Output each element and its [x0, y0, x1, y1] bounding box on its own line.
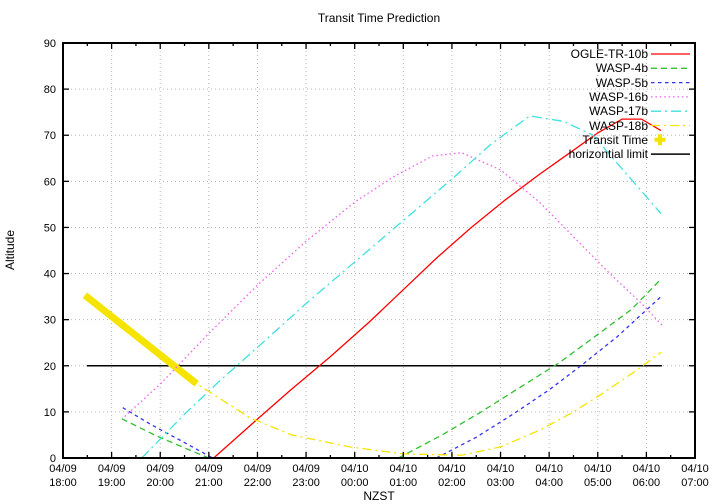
y-tick-label: 60 — [44, 176, 56, 188]
x-axis-label: NZST — [363, 489, 395, 503]
tick-labels: 04/09 18:00 04/09 19:00 04/09 20:00 04/09 21:00… — [44, 38, 709, 489]
y-tick-label: 30 — [44, 315, 56, 327]
x-tick-date: 04/09 — [195, 463, 223, 475]
x-tick-time: 04:00 — [535, 477, 563, 489]
x-tick-time: 05:00 — [584, 477, 612, 489]
legend: OGLE-TR-10b WASP-4b WASP-5b WASP-16b WAS… — [569, 47, 690, 161]
x-tick-time: 21:00 — [195, 477, 223, 489]
x-tick-time: 20:00 — [146, 477, 174, 489]
legend-marker-transit-time — [654, 134, 666, 146]
x-tick-date: 04/09 — [49, 463, 77, 475]
curves — [82, 115, 664, 459]
legend-label-horizontal-limit: horizontial limit — [569, 147, 649, 161]
x-tick-date: 04/09 — [292, 463, 320, 475]
legend-label-ogle-tr-10b: OGLE-TR-10b — [571, 47, 649, 61]
y-tick-label: 90 — [44, 38, 56, 50]
curve-transit-time — [82, 292, 199, 387]
x-tick-date: 04/10 — [487, 463, 515, 475]
x-tick-time: 01:00 — [390, 477, 418, 489]
y-tick-label: 80 — [44, 84, 56, 96]
x-tick-date: 04/10 — [584, 463, 612, 475]
y-tick-label: 40 — [44, 269, 56, 281]
curve-wasp-17b — [141, 115, 662, 459]
y-axis-label: Altitude — [3, 230, 17, 270]
x-tick-date: 04/10 — [341, 463, 369, 475]
curve-wasp-4b — [121, 418, 210, 459]
curve-wasp-16b — [124, 152, 664, 417]
y-tick-label: 0 — [50, 453, 56, 465]
y-tick-label: 50 — [44, 222, 56, 234]
x-tick-time: 18:00 — [49, 477, 77, 489]
x-tick-time: 23:00 — [292, 477, 320, 489]
legend-label-wasp-18b: WASP-18b — [589, 119, 648, 133]
x-tick-time: 00:00 — [341, 477, 369, 489]
x-tick-date: 04/10 — [535, 463, 563, 475]
x-tick-date: 04/10 — [438, 463, 466, 475]
x-tick-date: 04/10 — [681, 463, 709, 475]
x-tick-date: 04/09 — [244, 463, 272, 475]
legend-label-wasp-17b: WASP-17b — [589, 104, 648, 118]
x-tick-time: 03:00 — [487, 477, 515, 489]
legend-label-transit-time: Transit Time — [582, 133, 648, 147]
x-tick-date: 04/09 — [146, 463, 174, 475]
x-tick-date: 04/10 — [390, 463, 418, 475]
curve-ogle-tr-10b — [213, 118, 662, 459]
legend-label-wasp-16b: WASP-16b — [589, 90, 648, 104]
legend-samples — [651, 53, 690, 155]
y-tick-label: 10 — [44, 407, 56, 419]
legend-label-wasp-5b: WASP-5b — [596, 76, 649, 90]
x-tick-time: 19:00 — [98, 477, 126, 489]
plot-frame — [62, 42, 696, 459]
x-tick-time: 22:00 — [244, 477, 272, 489]
curve-wasp-5b — [122, 407, 214, 459]
x-tick-time: 07:00 — [681, 477, 709, 489]
chart-title: Transit Time Prediction — [318, 11, 440, 25]
legend-label-wasp-4b: WASP-4b — [596, 61, 649, 75]
curve-wasp-4b — [398, 278, 662, 459]
curve-wasp-5b — [436, 296, 662, 459]
x-tick-date: 04/09 — [98, 463, 126, 475]
y-tick-label: 70 — [44, 130, 56, 142]
x-tick-time: 02:00 — [438, 477, 466, 489]
x-tick-time: 06:00 — [633, 477, 661, 489]
y-tick-label: 20 — [44, 361, 56, 373]
x-tick-date: 04/10 — [633, 463, 661, 475]
